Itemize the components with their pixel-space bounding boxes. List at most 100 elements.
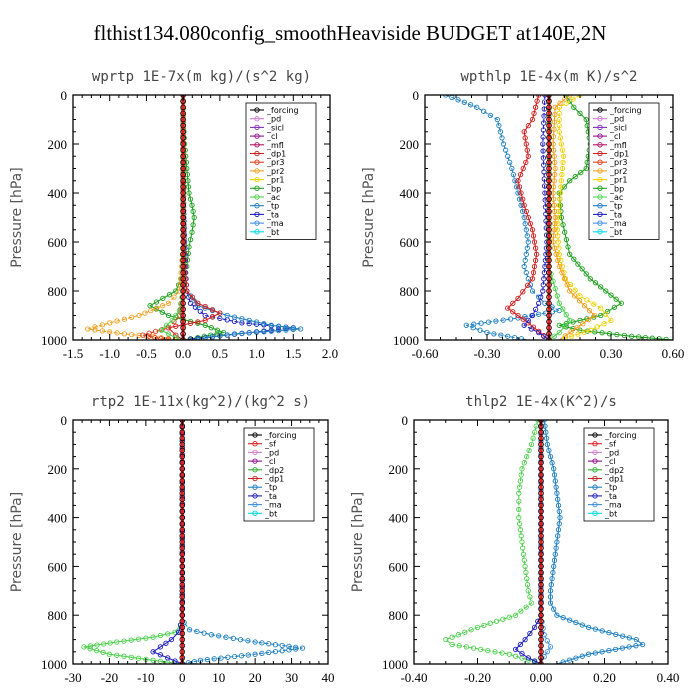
series-marker-forcing <box>180 324 186 331</box>
series-marker-tp <box>463 322 469 328</box>
series-marker-ac <box>150 657 156 663</box>
legend-marker-sicl <box>254 124 260 131</box>
series-marker-pr1 <box>559 171 565 178</box>
series-marker-ac <box>524 453 530 460</box>
series-marker-tp <box>573 619 579 626</box>
series-marker-forcing <box>546 324 552 331</box>
series-marker-tp <box>513 184 520 190</box>
series-marker-bp <box>577 110 583 117</box>
series-marker-pr1 <box>555 239 561 245</box>
y-tick-label: 1000 <box>41 333 67 348</box>
series-marker-tp <box>515 190 521 196</box>
series-marker-pr2 <box>107 320 113 326</box>
y-tick-label: 400 <box>389 511 409 526</box>
series-marker-ac <box>94 647 100 654</box>
y-tick-label: 800 <box>400 284 420 299</box>
series-marker-forcing <box>179 526 186 533</box>
series-marker-pr1 <box>557 190 564 196</box>
series-marker-forcing <box>180 294 186 300</box>
series-marker-dp1 <box>524 147 530 153</box>
series-marker-tp <box>536 294 542 300</box>
series-marker-forcing <box>546 196 552 202</box>
series-marker-tp <box>544 441 551 448</box>
series-marker-tp <box>208 632 215 638</box>
panel-title: wprtp 1E-7x(m kg)/(s^2 kg) <box>92 69 311 85</box>
x-tick-label: 30 <box>285 670 298 685</box>
series-marker-pr2 <box>580 321 586 327</box>
y-tick-label: 400 <box>400 186 420 201</box>
series-marker-forcing <box>180 171 186 178</box>
series-marker-ac <box>173 312 179 319</box>
series-marker-tp <box>499 135 505 141</box>
series-marker-ac <box>81 644 87 650</box>
series-marker-pr2 <box>551 119 558 125</box>
series-marker-ta <box>527 630 533 637</box>
series-marker-ta <box>541 276 547 282</box>
series-marker-ac <box>121 653 127 659</box>
series-marker-forcing <box>179 533 186 539</box>
series-marker-tp <box>491 331 497 337</box>
series-marker-tp <box>272 648 279 655</box>
y-tick-label: 0 <box>402 413 409 428</box>
series-marker-pr1 <box>555 214 561 221</box>
series-marker-tp <box>252 651 258 657</box>
series-marker-forcing <box>546 141 552 147</box>
series-marker-forcing <box>538 600 544 606</box>
series-marker-tp <box>548 582 554 588</box>
series-marker-dp1 <box>187 320 194 326</box>
series-marker-forcing <box>179 551 186 557</box>
series-marker-forcing <box>180 318 186 325</box>
series-marker-tp <box>478 320 484 326</box>
series-marker-forcing <box>179 453 186 460</box>
series-marker-dp1 <box>505 305 511 311</box>
series-marker-tp <box>505 333 511 339</box>
series-marker-dp1 <box>195 300 201 306</box>
series-marker-bp <box>187 236 194 243</box>
series-marker-tp <box>547 588 554 594</box>
series-marker-tp <box>202 335 208 340</box>
series-marker-tp <box>185 660 192 664</box>
series-marker-tp <box>547 453 554 460</box>
series-marker-forcing <box>179 502 186 509</box>
series-marker-ac <box>463 644 470 650</box>
series-marker-forcing <box>538 508 544 515</box>
series-marker-forcing <box>179 465 186 472</box>
series-marker-ac <box>470 645 477 651</box>
series-marker-forcing <box>538 490 544 497</box>
series-marker-forcing <box>538 575 544 582</box>
series-marker-pr1 <box>556 251 562 257</box>
series-marker-pr1 <box>608 317 614 324</box>
series-marker-bp <box>186 190 192 196</box>
series-marker-bp <box>567 251 573 257</box>
legend-label-sicl: _sicl <box>266 123 284 132</box>
series-marker-pr2 <box>561 276 568 282</box>
series-marker-forcing <box>180 306 186 313</box>
series-marker-tp <box>194 628 200 635</box>
series-marker-pr1 <box>601 321 607 327</box>
series-marker-forcing <box>179 514 186 521</box>
series-marker-ac <box>114 652 120 658</box>
series-marker-pr1 <box>591 301 597 307</box>
series-marker-bp <box>190 208 196 215</box>
series-line-ac <box>160 95 184 340</box>
series-marker-ta <box>536 300 542 306</box>
x-tick-label: 0.0 <box>175 346 191 361</box>
series-marker-bp <box>571 256 577 262</box>
series-marker-forcing <box>546 257 552 264</box>
legend-label-pd: _pd <box>264 448 279 457</box>
series-marker-pr2 <box>585 316 592 323</box>
series-marker-tp <box>579 622 585 628</box>
series-marker-pr1 <box>567 281 574 288</box>
series-marker-bp <box>160 295 166 302</box>
series-marker-ac <box>106 651 113 657</box>
series-marker-forcing <box>180 282 186 288</box>
series-marker-forcing <box>538 502 544 509</box>
series-marker-pr2 <box>85 326 91 332</box>
series-marker-ac <box>516 506 522 513</box>
series-marker-forcing <box>179 520 186 527</box>
legend-label-ma: _ma <box>264 501 282 510</box>
legend-marker-ma <box>252 501 258 508</box>
panel-thlp2: thlp2 1E-4x(K^2)/s Pressure [hPa] -0.40 -0.… <box>350 394 679 685</box>
series-marker-bp <box>598 284 604 290</box>
